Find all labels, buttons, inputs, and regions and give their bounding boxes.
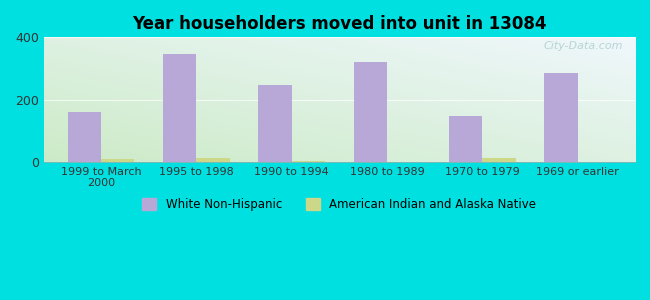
Title: Year householders moved into unit in 13084: Year householders moved into unit in 130… [132, 15, 547, 33]
Legend: White Non-Hispanic, American Indian and Alaska Native: White Non-Hispanic, American Indian and … [138, 194, 541, 216]
Bar [163, 53, 196, 162]
Text: City-Data.com: City-Data.com [543, 41, 623, 51]
Bar [258, 85, 292, 162]
Bar [482, 158, 516, 162]
Bar [354, 61, 387, 162]
Bar [545, 73, 578, 162]
Bar [292, 161, 325, 162]
Bar [101, 159, 135, 162]
Bar [68, 112, 101, 162]
Bar [449, 116, 482, 162]
Bar [196, 158, 229, 162]
